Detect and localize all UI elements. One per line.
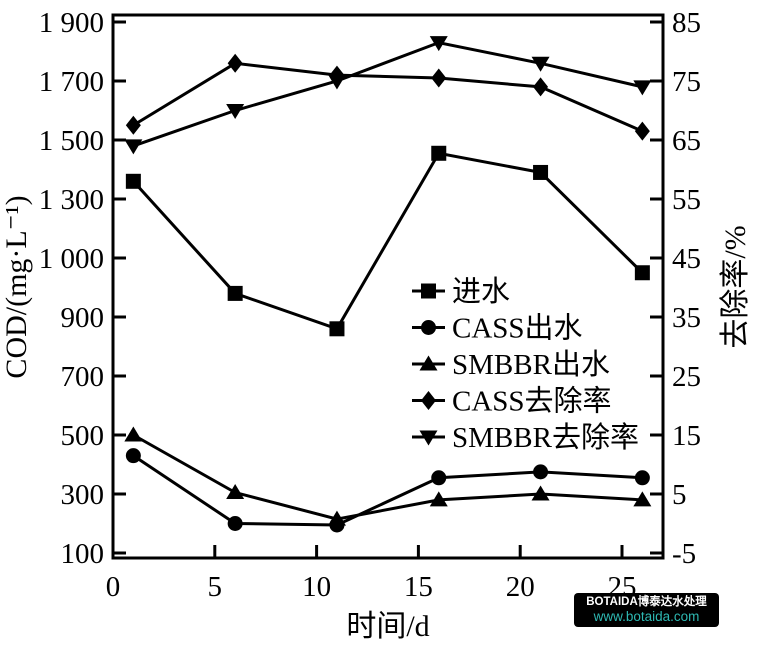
square-marker — [634, 265, 650, 281]
right-tick-label: 75 — [672, 66, 701, 98]
diamond-marker — [421, 391, 436, 410]
series-triangle-up-line — [132, 433, 643, 521]
watermark-company: BOTAIDA博泰达水处理 — [586, 595, 707, 608]
square-marker — [227, 285, 243, 301]
left-tick-label: 1 300 — [39, 184, 104, 216]
triangle-down-marker — [531, 56, 550, 72]
left-axis-title: COD/(mg·L⁻¹) — [0, 195, 33, 378]
x-tick-label: 5 — [208, 571, 223, 603]
left-tick-label: 300 — [61, 479, 105, 511]
legend-label: CASS出水 — [452, 312, 583, 345]
circle-marker — [227, 516, 243, 531]
plot-frame — [111, 13, 665, 560]
left-tick-label: 100 — [61, 538, 105, 570]
legend-item-circle: CASS出水 — [412, 312, 583, 345]
square-marker — [421, 283, 436, 299]
right-tick-label: 5 — [672, 479, 687, 511]
right-tick-label: 35 — [672, 302, 701, 334]
x-axis: 0 5 10 15 20 25 — [106, 545, 637, 603]
triangle-up-marker — [226, 484, 245, 500]
square-marker — [125, 173, 141, 189]
series-diamond-line — [132, 61, 643, 133]
right-tick-label: -5 — [672, 538, 696, 570]
x-axis-title: 时间/d — [346, 610, 429, 643]
legend-item-triangle-up: SMBBR出水 — [412, 348, 610, 381]
square-marker — [533, 164, 549, 180]
right-tick-label: 45 — [672, 243, 701, 275]
right-tick-label: 65 — [672, 125, 701, 157]
left-tick-label: 500 — [61, 420, 105, 452]
right-tick-label: 55 — [672, 184, 701, 216]
right-tick-label: 15 — [672, 420, 701, 452]
series-triangle-down — [124, 36, 652, 155]
legend-label: 进水 — [452, 275, 510, 308]
watermark-url: www.botaida.com — [593, 608, 700, 624]
triangle-down-marker — [327, 74, 346, 90]
right-tick-label: 25 — [672, 361, 701, 393]
x-tick-label: 0 — [106, 571, 121, 603]
diamond-marker — [227, 53, 243, 73]
triangle-down-marker — [124, 139, 143, 155]
diamond-marker — [533, 77, 549, 97]
triangle-up-marker — [633, 491, 652, 507]
square-marker — [329, 321, 345, 337]
circle-marker — [421, 320, 436, 335]
legend-label: SMBBR去除率 — [452, 421, 639, 454]
watermark-badge: BOTAIDA博泰达水处理 www.botaida.com — [574, 593, 719, 627]
triangle-up-marker — [124, 426, 143, 442]
triangle-up-marker — [429, 491, 448, 507]
right-axis: -5 5 15 25 35 45 55 65 75 85 — [650, 7, 701, 570]
diamond-marker — [125, 115, 141, 135]
circle-marker — [125, 448, 141, 464]
left-tick-label: 1 500 — [39, 125, 104, 157]
triangle-down-marker — [226, 104, 245, 119]
triangle-down-marker — [429, 36, 448, 52]
left-tick-label: 1 700 — [39, 66, 104, 98]
series-circle — [125, 448, 650, 533]
series-triangle-up — [124, 426, 652, 526]
diamond-marker — [634, 121, 650, 141]
left-axis: 100 300 500 700 900 1 000 1 300 1 500 1 700 1 900 — [39, 7, 126, 570]
series-diamond — [125, 53, 650, 141]
series-square-line — [132, 151, 644, 331]
triangle-down-marker — [419, 430, 438, 446]
x-tick-label: 10 — [302, 571, 331, 603]
legend-item-square: 进水 — [412, 275, 510, 308]
left-tick-label: 1 900 — [39, 7, 104, 39]
left-tick-label: 1 000 — [39, 243, 104, 275]
circle-marker — [533, 464, 549, 480]
legend-item-triangle-down: SMBBR去除率 — [412, 421, 639, 454]
series-triangle-down-line — [132, 41, 643, 148]
series-layer — [124, 36, 652, 533]
legend-label: CASS去除率 — [452, 385, 612, 418]
triangle-up-marker — [327, 510, 346, 526]
diamond-marker — [431, 68, 447, 88]
plot-border — [111, 13, 665, 560]
triangle-down-marker — [633, 80, 652, 96]
circle-marker — [431, 470, 447, 486]
left-tick-label: 700 — [61, 361, 105, 393]
left-tick-label: 900 — [61, 302, 105, 334]
series-square — [125, 145, 650, 337]
x-tick-label: 15 — [404, 571, 433, 603]
right-tick-label: 85 — [672, 7, 701, 39]
legend-item-diamond: CASS去除率 — [412, 385, 612, 418]
circle-marker — [634, 470, 650, 486]
series-circle-line — [132, 454, 643, 527]
triangle-up-marker — [419, 355, 438, 371]
triangle-up-marker — [531, 485, 550, 501]
legend-label: SMBBR出水 — [452, 348, 610, 381]
x-tick-label: 20 — [506, 571, 535, 603]
square-marker — [431, 145, 447, 161]
right-axis-title: 去除率/% — [719, 225, 752, 348]
